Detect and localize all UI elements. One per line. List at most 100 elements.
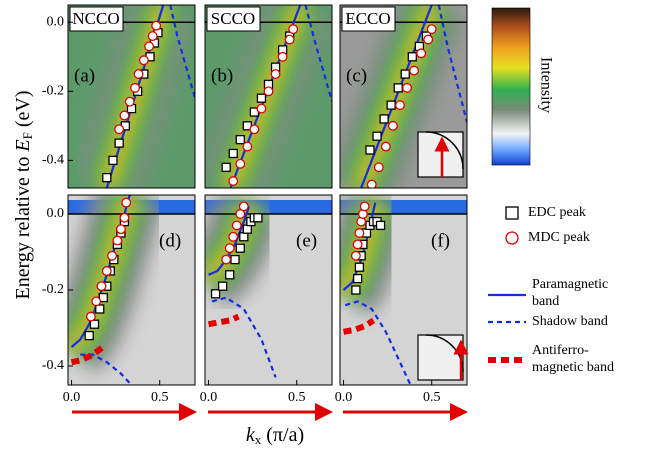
band-line [169,5,195,99]
sample-box [69,6,124,32]
edc-point [235,135,245,145]
band-line [70,342,107,366]
band-line [304,5,332,102]
y-axis-label: Energy relative to EF (eV) [12,90,35,299]
x-tick-label: 0.5 [288,390,306,405]
mdc-point [380,141,391,152]
mdc-point [114,124,125,135]
edc-point [230,254,240,265]
band-line [342,202,377,291]
band-line [211,296,277,378]
x-tick-label: 0.0 [335,390,353,405]
mdc-point [270,69,281,80]
mdc-point [263,86,274,97]
mdc-point [228,176,239,187]
mdc-point [91,296,102,307]
sample-label: SCCO [211,9,255,28]
mdc-point [288,24,299,35]
mdc-point [85,311,96,322]
mdc-point [242,141,253,152]
mdc-point [426,24,437,35]
mdc-point [284,34,295,45]
edc-point [239,232,249,242]
edc-point [242,224,252,234]
mdc-point [350,250,361,261]
mdc-point [235,158,246,169]
edc-point [84,330,94,341]
edc-point [372,131,382,141]
edc-point [108,155,118,166]
edc-point [386,100,396,110]
mdc-point [124,96,135,107]
mdc-point [121,197,132,208]
mdc-point [354,228,365,238]
legend-label: Antiferro-magnetic band [532,343,615,375]
edc-point [89,319,100,329]
panel-label: (b) [211,65,233,86]
mdc-point [352,239,363,250]
edc-point [354,262,365,272]
panel-label: (a) [74,65,95,86]
mdc-point [277,51,288,62]
panel [205,195,332,385]
panel-label: (c) [346,65,367,86]
mdc-point [151,20,162,31]
mdc-point [115,224,126,235]
y-tick-label: 0.0 [47,206,65,221]
edc-point [351,285,361,295]
panel [68,5,195,188]
mdc-point [359,201,370,212]
edc-point [114,138,124,148]
mdc-point [228,231,239,242]
mdc-point [144,41,155,52]
legend-label: Paramagnetic band [532,277,609,309]
legend-symbol [505,206,519,220]
mdc-point [402,82,412,93]
mdc-point [423,34,434,45]
inset-icon [425,131,464,170]
panel-frame [339,194,468,386]
inset-icon [417,334,464,381]
x-axis-label: kx (π/a) [246,424,304,447]
y-tick-label: -0.2 [42,282,64,297]
legend-label: MDC peak [528,230,590,245]
colorbar [491,7,531,166]
panel [68,195,195,385]
mdc-point [416,48,427,59]
panel [205,5,332,188]
colorbar-label: Intensity [537,57,554,113]
x-tick-label: 0.0 [63,390,81,405]
mdc-point [107,250,118,261]
inset-icon [425,334,464,373]
sample-label: NCCO [72,9,119,28]
edc-point [95,304,105,314]
mdc-point [101,266,112,276]
panel-label: (d) [159,230,181,251]
mdc-point [373,162,384,173]
band-line [342,317,376,335]
x-tick-label: 0.0 [200,390,218,405]
sample-label: ECCO [345,9,390,28]
mdc-point [112,235,123,246]
mdc-point [224,243,235,254]
sample-box [341,6,396,32]
y-tick-label: -0.4 [42,358,64,373]
edc-point [225,270,235,280]
edc-point [352,273,363,284]
mdc-point [96,281,107,292]
edc-point [217,281,228,291]
band-line [437,5,467,123]
y-tick-label: -0.4 [42,153,64,168]
edc-point [407,52,417,62]
mdc-point [130,82,140,93]
mdc-point [221,254,232,265]
edc-point [253,213,263,223]
y-tick-label: 0.0 [47,14,65,29]
edc-point [221,162,231,172]
mdc-point [387,120,398,131]
inset-icon [417,131,464,178]
edc-point [365,145,375,155]
edc-point [256,93,267,103]
